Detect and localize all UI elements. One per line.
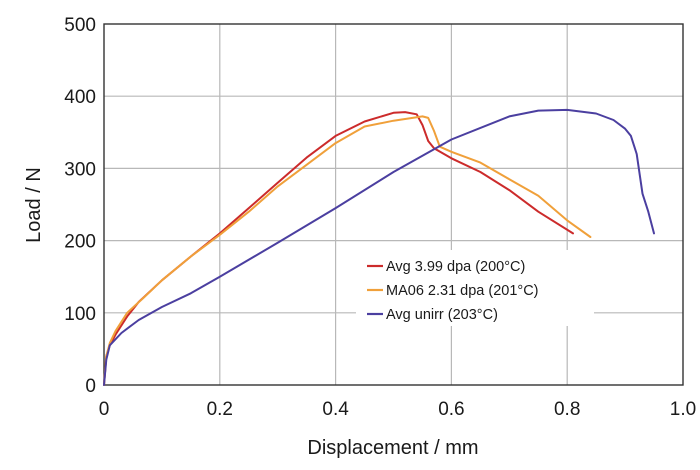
legend-label: Avg 3.99 dpa (200°C) xyxy=(386,259,525,275)
legend-label: MA06 2.31 dpa (201°C) xyxy=(386,283,539,299)
x-tick-label: 0 xyxy=(99,399,110,420)
legend-background xyxy=(356,250,594,326)
plot-frame xyxy=(103,23,684,386)
y-tick-label: 500 xyxy=(64,15,96,36)
series-line-1 xyxy=(103,111,574,386)
series-line-3 xyxy=(103,108,655,386)
legend-label: Avg unirr (203°C) xyxy=(386,307,498,323)
x-tick-label: 1.0 xyxy=(670,399,696,420)
x-tick-label: 0.4 xyxy=(322,399,349,420)
y-tick-label: 0 xyxy=(85,376,96,397)
y-tick-label: 300 xyxy=(64,159,96,180)
y-tick-label: 200 xyxy=(64,232,96,253)
tick-labels: 0 0.2 0.4 0.6 0.8 1.0 0 100 200 300 400 500 xyxy=(64,15,696,420)
grid xyxy=(104,24,683,385)
y-tick-label: 100 xyxy=(64,304,96,325)
series-line-2 xyxy=(103,115,592,386)
y-axis-title: Load / N xyxy=(23,167,45,243)
x-axis-title: Displacement / mm xyxy=(307,437,478,459)
y-tick-label: 400 xyxy=(64,87,96,108)
x-tick-label: 0.6 xyxy=(438,399,464,420)
legend: Avg 3.99 dpa (200°C) MA06 2.31 dpa (201°C… xyxy=(356,250,594,326)
x-tick-label: 0.2 xyxy=(207,399,233,420)
x-tick-label: 0.8 xyxy=(554,399,580,420)
series-group xyxy=(103,108,655,386)
